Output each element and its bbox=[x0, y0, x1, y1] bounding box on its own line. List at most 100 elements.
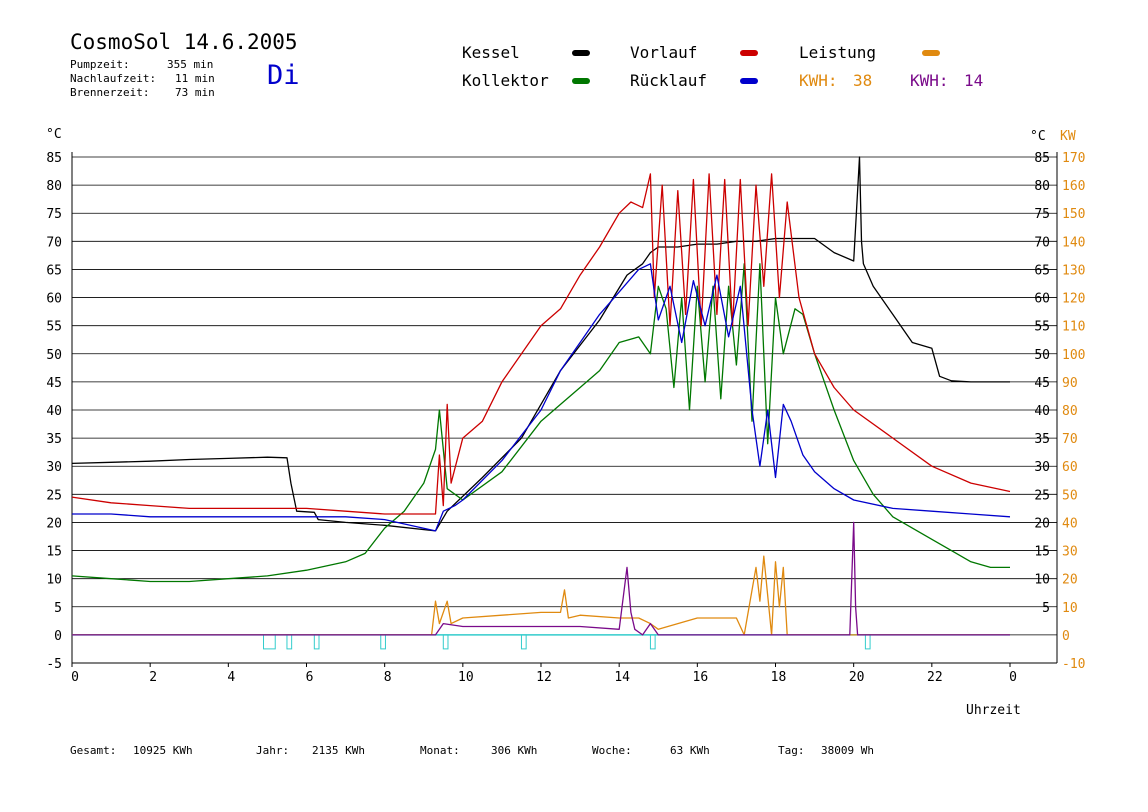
y-tick-label-left: 25 bbox=[46, 488, 62, 503]
y-tick-label-right: 75 bbox=[1034, 207, 1050, 222]
stat-value-brennerzeit: 73 min bbox=[175, 86, 215, 99]
footer-monat-value: 306 KWh bbox=[491, 744, 538, 757]
footer-jahr-value: 2135 KWh bbox=[312, 744, 365, 757]
y-tick-label-left: 15 bbox=[46, 545, 62, 560]
chart-title: CosmoSol 14.6.2005 bbox=[70, 30, 298, 54]
footer-jahr-label: Jahr: bbox=[256, 744, 290, 757]
x-tick-label: 10 bbox=[458, 670, 474, 685]
y-tick-label-left: 85 bbox=[46, 151, 62, 166]
kw-tick-label: 50 bbox=[1062, 488, 1078, 503]
pump-marker bbox=[380, 634, 386, 650]
y-tick-label-left: 60 bbox=[46, 292, 62, 307]
series-lines bbox=[71, 156, 1011, 636]
pump-marker bbox=[286, 634, 293, 650]
legend-kessel-label: Kessel bbox=[462, 43, 520, 62]
legend-kwh1-value: 38 bbox=[853, 71, 873, 90]
stat-label-brennerzeit: Brennerzeit: bbox=[70, 86, 150, 99]
kw-tick-label: 90 bbox=[1062, 376, 1078, 391]
legend-vorlauf-label: Vorlauf bbox=[630, 43, 698, 62]
x-tick-label: 16 bbox=[693, 670, 709, 685]
kw-tick-label: 0 bbox=[1062, 629, 1070, 644]
x-tick-label: 0 bbox=[1009, 670, 1017, 685]
series-line-vorlauf bbox=[71, 173, 1011, 515]
y-tick-label-left: 70 bbox=[46, 235, 62, 250]
series-line-ruecklauf bbox=[72, 263, 1011, 532]
legend-kwh1-label: KWH: bbox=[799, 71, 838, 90]
y-tick-label-right: 40 bbox=[1034, 404, 1050, 419]
y-tick-label-right: 65 bbox=[1034, 263, 1050, 278]
y-tick-label-right: 15 bbox=[1034, 545, 1050, 560]
legend-leistung-label: Leistung bbox=[799, 43, 877, 62]
y-tick-label-right: 70 bbox=[1034, 235, 1050, 250]
y-tick-label-right: 10 bbox=[1034, 573, 1050, 588]
legend-kwh2-label: KWH: bbox=[910, 71, 949, 90]
stat-label-nachlaufzeit: Nachlaufzeit: bbox=[70, 72, 157, 85]
y-tick-label-right: 20 bbox=[1034, 516, 1050, 531]
y-tick-label-left: 55 bbox=[46, 320, 62, 335]
legend-ruecklauf-label: Rücklauf bbox=[630, 71, 708, 90]
x-tick-label: 22 bbox=[927, 670, 943, 685]
stat-label-pumpzeit: Pumpzeit: bbox=[70, 58, 130, 71]
x-tick-label: 6 bbox=[306, 670, 314, 685]
y-tick-label-left: 65 bbox=[46, 263, 62, 278]
y-tick-label-right: 30 bbox=[1034, 460, 1050, 475]
y-axis-unit-kw: KW bbox=[1060, 129, 1076, 144]
pump-marker bbox=[263, 634, 276, 650]
pump-marker bbox=[520, 634, 527, 650]
kw-tick-label: 60 bbox=[1062, 460, 1078, 475]
pump-marker bbox=[442, 634, 449, 650]
kw-tick-label: 100 bbox=[1062, 348, 1085, 363]
stat-value-nachlaufzeit: 11 min bbox=[175, 72, 215, 85]
kw-tick-label: 170 bbox=[1062, 151, 1085, 166]
footer-woche-value: 63 KWh bbox=[670, 744, 710, 757]
kw-tick-label: 130 bbox=[1062, 263, 1085, 278]
kw-tick-label: -10 bbox=[1062, 657, 1085, 672]
stat-value-pumpzeit: 355 min bbox=[167, 58, 214, 71]
kw-tick-label: 20 bbox=[1062, 573, 1078, 588]
kw-tick-label: 150 bbox=[1062, 207, 1085, 222]
kw-tick-label: 10 bbox=[1062, 601, 1078, 616]
y-tick-label-left: 10 bbox=[46, 573, 62, 588]
legend-leistung-swatch bbox=[922, 50, 940, 56]
pump-marker bbox=[649, 634, 656, 650]
legend-ruecklauf-swatch bbox=[740, 78, 758, 84]
y-tick-label-right: 45 bbox=[1034, 376, 1050, 391]
x-tick-label: 14 bbox=[614, 670, 630, 685]
footer-monat-label: Monat: bbox=[420, 744, 460, 757]
legend-kollektor-swatch bbox=[572, 78, 590, 84]
y-tick-label-right: 80 bbox=[1034, 179, 1050, 194]
y-tick-label-left: 40 bbox=[46, 404, 62, 419]
y-tick-label-left: 20 bbox=[46, 516, 62, 531]
x-tick-label: 0 bbox=[71, 670, 79, 685]
y-tick-label-right: 50 bbox=[1034, 348, 1050, 363]
y-tick-label-right: 85 bbox=[1034, 151, 1050, 166]
series-line-kollektor bbox=[71, 263, 1010, 583]
series-line-leistung bbox=[72, 555, 1010, 636]
x-tick-label: 18 bbox=[771, 670, 787, 685]
kw-tick-label: 160 bbox=[1062, 179, 1085, 194]
x-tick-label: 4 bbox=[227, 670, 235, 685]
kw-tick-label: 70 bbox=[1062, 432, 1078, 447]
x-axis-label: Uhrzeit bbox=[966, 703, 1021, 718]
y-tick-label-left: 35 bbox=[46, 432, 62, 447]
pump-marker bbox=[864, 634, 871, 650]
y-tick-label-left: 30 bbox=[46, 460, 62, 475]
y-tick-label-left: -5 bbox=[46, 657, 62, 672]
y-tick-label-right: 55 bbox=[1034, 320, 1050, 335]
x-tick-label: 2 bbox=[149, 670, 157, 685]
y-tick-label-left: 50 bbox=[46, 348, 62, 363]
y-axis-unit-right: °C bbox=[1030, 129, 1046, 144]
y-tick-label-right: 60 bbox=[1034, 292, 1050, 307]
footer-gesamt-value: 10925 KWh bbox=[133, 744, 193, 757]
y-tick-label-right: 35 bbox=[1034, 432, 1050, 447]
legend-vorlauf-swatch bbox=[740, 50, 758, 56]
y-tick-label-left: 5 bbox=[54, 601, 62, 616]
y-tick-label-left: 45 bbox=[46, 376, 62, 391]
footer-gesamt-label: Gesamt: bbox=[70, 744, 117, 757]
x-tick-label: 20 bbox=[849, 670, 865, 685]
legend-kessel-swatch bbox=[572, 50, 590, 56]
weekday-label: Di bbox=[267, 60, 300, 91]
legend-kollektor-label: Kollektor bbox=[462, 71, 549, 90]
